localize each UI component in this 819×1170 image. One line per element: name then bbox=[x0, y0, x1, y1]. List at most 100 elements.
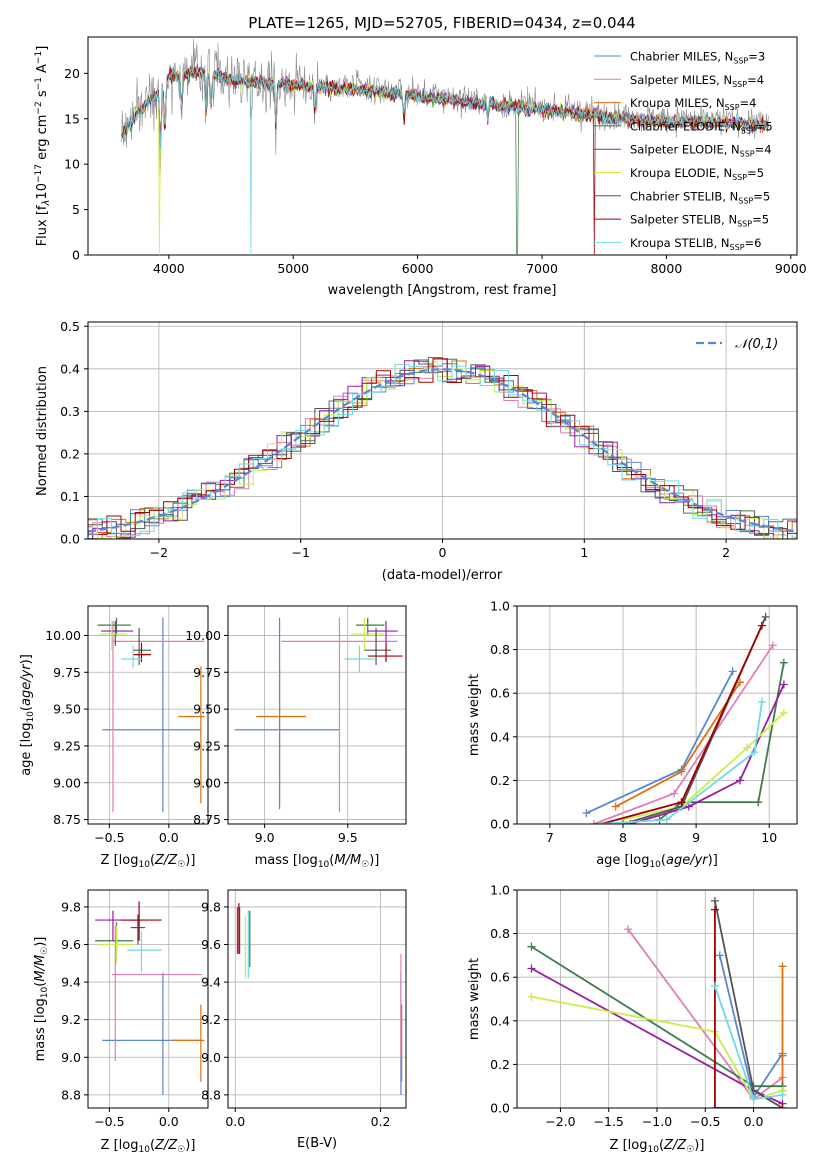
xtick-label: −1.0 bbox=[642, 1114, 672, 1129]
ytick-label: 9.00 bbox=[53, 775, 81, 790]
xtick-label: −1.5 bbox=[594, 1114, 624, 1129]
spectrum-panel: 4000 5000 6000 7000 8000 9000 0 5 10 15 20 wavele… bbox=[34, 36, 807, 298]
massweight-vs-Z-xlabel: Z [log10(Z/Z☉)] bbox=[610, 1138, 705, 1155]
weight-point-salpeter-stelib bbox=[677, 798, 686, 807]
ytick-label: 9.4 bbox=[61, 975, 81, 990]
age_vs_mass-marks bbox=[234, 617, 403, 813]
residuals-ytick-label: 0.5 bbox=[60, 319, 80, 334]
spectrum-lines bbox=[121, 38, 769, 255]
residuals-ytick-label: 0.2 bbox=[60, 446, 80, 461]
histogram-chabrier-stelib bbox=[88, 360, 797, 539]
residuals-xtick-label: 1 bbox=[580, 545, 588, 560]
weight-line-salpeter-stelib bbox=[714, 909, 783, 1108]
ytick-label: 9.00 bbox=[193, 775, 221, 790]
residuals-legend: 𝒩(0,1) bbox=[696, 337, 778, 352]
xtick-label: 0.0 bbox=[225, 1114, 245, 1129]
residuals-histograms bbox=[88, 357, 797, 539]
weight-point-salpeter-miles bbox=[624, 925, 633, 934]
legend-label-chabrier-elodie: Chabrier ELODIE, NSSP=5 bbox=[630, 119, 773, 135]
weight-line-kroupa-elodie bbox=[531, 995, 783, 1101]
ytick-label: 0.6 bbox=[490, 686, 510, 701]
errorbar-kroupa-stelib bbox=[344, 645, 377, 673]
legend-label-chabrier-stelib: Chabrier STELIB, NSSP=5 bbox=[630, 189, 770, 205]
weight-point-salpeter-elodie bbox=[779, 680, 788, 689]
weight-point-kroupa-stelib bbox=[662, 815, 671, 824]
mass_vs_Z-marks bbox=[95, 901, 205, 1095]
errorbar-kroupa-elodie bbox=[351, 617, 385, 651]
mass-vs-ebv-xlabel: E(B-V) bbox=[297, 1136, 337, 1151]
weight-point-kroupa-stelib bbox=[710, 981, 719, 990]
xtick-label: 9.5 bbox=[338, 830, 358, 845]
errorbar-chabrier-miles bbox=[234, 617, 340, 810]
ytick-label: 9.6 bbox=[61, 937, 81, 952]
weight-point-kroupa-stelib bbox=[597, 820, 606, 824]
ytick-label: 8.75 bbox=[193, 812, 221, 827]
residuals-panel: −2 −1 0 1 2 0.0 0.1 0.2 0.3 0.4 0.5 (data-model)/… bbox=[35, 319, 798, 583]
residuals-xtick-label: −2 bbox=[150, 545, 168, 560]
ytick-label: 9.25 bbox=[53, 738, 81, 753]
spectrum-xtick-label: 8000 bbox=[650, 261, 682, 276]
weight-point-kroupa-stelib bbox=[757, 697, 766, 706]
errorbar-kroupa-miles bbox=[178, 666, 205, 804]
ytick-label: 8.8 bbox=[201, 1087, 221, 1102]
errorbar-chabrier-miles bbox=[102, 617, 201, 813]
ytick-label: 0.2 bbox=[490, 773, 510, 788]
weight-line-kroupa-elodie bbox=[622, 712, 785, 821]
weight-point-chabrier-elodie bbox=[527, 942, 536, 951]
ytick-label: 0.0 bbox=[490, 1101, 510, 1116]
massweight-vs-Z-ylabel: mass weight bbox=[467, 958, 482, 1040]
spectrum-xtick-label: 5000 bbox=[277, 261, 309, 276]
massweight_vs_Z-marks bbox=[527, 896, 787, 1108]
errorbar-salpeter-elodie bbox=[95, 910, 142, 941]
ytick-label: 0.4 bbox=[490, 729, 510, 744]
histogram-salpeter-stelib bbox=[88, 358, 797, 539]
ytick-label: 0.4 bbox=[490, 1013, 510, 1028]
weight-point-salpeter-miles bbox=[589, 820, 598, 824]
residuals-ytick-label: 0.3 bbox=[60, 404, 80, 419]
weight-point-kroupa-miles bbox=[778, 1051, 787, 1060]
xtick-label: 0.0 bbox=[159, 1114, 179, 1129]
weight-line-chabrier-elodie bbox=[659, 662, 785, 821]
residuals-ytick-label: 0.0 bbox=[60, 532, 80, 547]
spectrum-xtick-label: 9000 bbox=[775, 261, 807, 276]
residuals-xtick-label: −1 bbox=[291, 545, 309, 560]
ytick-label: 0.8 bbox=[490, 926, 510, 941]
errorbar-kroupa-elodie bbox=[99, 925, 134, 964]
weight-point-kroupa-elodie bbox=[743, 743, 752, 752]
ytick-label: 1.0 bbox=[490, 883, 510, 898]
xtick-label: −0.5 bbox=[94, 1114, 124, 1129]
errorbar-salpeter-stelib bbox=[367, 642, 403, 662]
legend-label-kroupa-miles: Kroupa MILES, NSSP=4 bbox=[630, 96, 756, 112]
ytick-label: 9.50 bbox=[53, 702, 81, 717]
age_vs_mass-grid bbox=[228, 606, 406, 824]
mass_vs_ebv-grid bbox=[228, 890, 406, 1108]
weight-point-chabrier-stelib bbox=[619, 820, 628, 824]
residuals-xticks: −2 −1 0 1 2 bbox=[150, 539, 730, 560]
mass_vs_Z-axes-frame bbox=[87, 889, 209, 1109]
massweight-vs-Z-panel: −2.0 −1.5 −1.0 −0.5 0.0 0.0 0.2 0.4 0.6 0.8 1.0 bbox=[490, 883, 798, 1129]
age_vs_Z-grid bbox=[88, 606, 208, 824]
ytick-label: 9.2 bbox=[201, 1012, 221, 1027]
ytick-label: 8.75 bbox=[53, 812, 81, 827]
ytick-label: 9.50 bbox=[193, 702, 221, 717]
spectrum-xtick-label: 7000 bbox=[526, 261, 558, 276]
ytick-label: 10.00 bbox=[45, 628, 81, 643]
spectrum-ytick-label: 15 bbox=[64, 111, 80, 126]
xtick-label: 0.2 bbox=[371, 1114, 391, 1129]
errorbar-kroupa-stelib bbox=[121, 645, 142, 668]
errorbar-chabrier-miles bbox=[102, 972, 201, 1095]
ytick-label: 9.25 bbox=[193, 738, 221, 753]
age_vs_mass-axes-frame bbox=[227, 605, 407, 825]
weight-point-salpeter-stelib bbox=[710, 905, 719, 914]
errorbar-chabrier-stelib bbox=[130, 914, 146, 945]
legend-label-kroupa-elodie: Kroupa ELODIE, NSSP=5 bbox=[630, 166, 764, 182]
mass-vs-Z-ylabel: mass [log10(M/M☉)] bbox=[33, 937, 50, 1062]
legend-label-chabrier-miles: Chabrier MILES, NSSP=3 bbox=[630, 50, 765, 66]
legend-label-salpeter-elodie: Salpeter ELODIE, NSSP=4 bbox=[630, 143, 772, 159]
model-spectrum-salpeter-stelib bbox=[121, 66, 769, 255]
massweight_vs_age-marks bbox=[582, 612, 788, 824]
legend-label-salpeter-stelib: Salpeter STELIB, NSSP=5 bbox=[630, 213, 769, 229]
errorbar-salpeter-elodie bbox=[101, 620, 134, 646]
errorbar-chabrier-elodie bbox=[97, 617, 131, 636]
errorbar-kroupa-miles bbox=[172, 1004, 205, 1082]
